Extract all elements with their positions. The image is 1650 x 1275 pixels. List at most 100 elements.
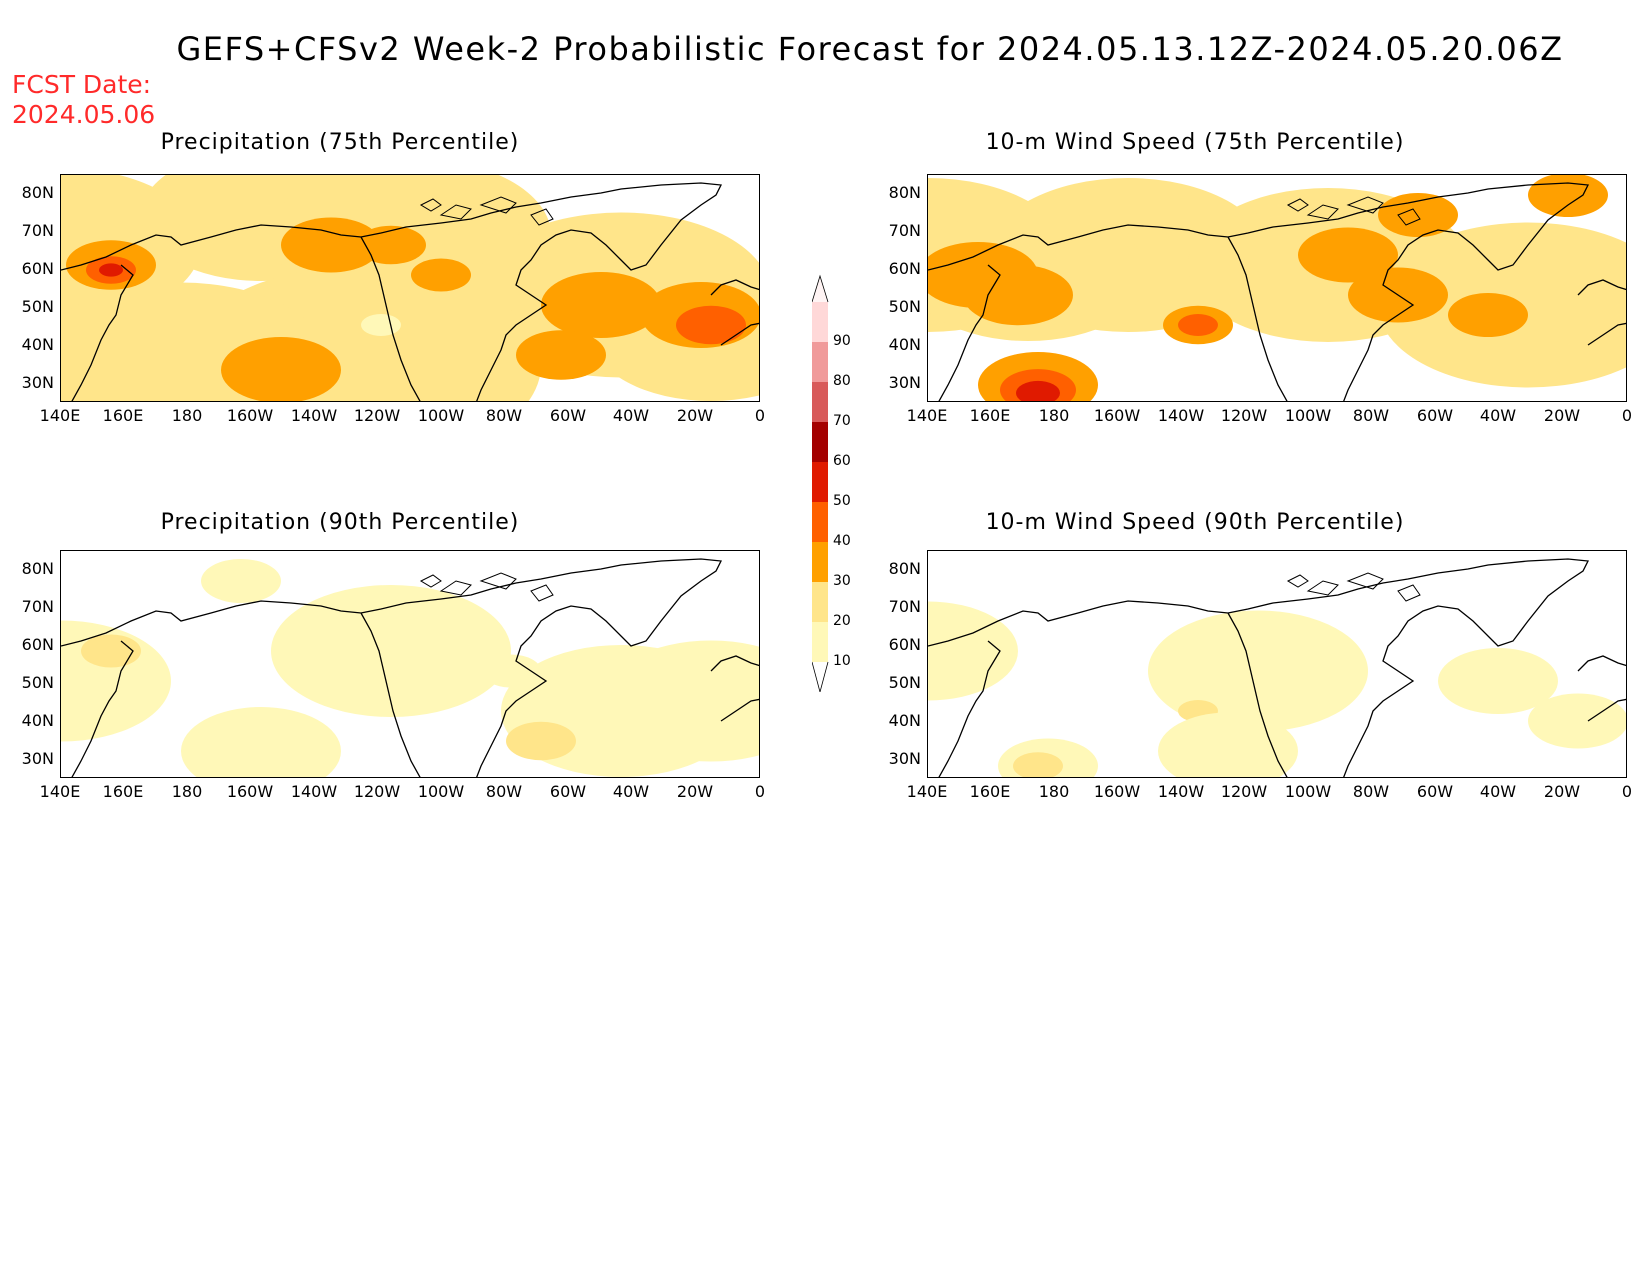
island-outline xyxy=(1397,208,1421,226)
lat-tick-label: 30N xyxy=(888,749,921,768)
probability-shading xyxy=(201,559,281,603)
lon-tick-label: 0 xyxy=(1621,782,1633,801)
probability-shading xyxy=(1438,648,1558,714)
lat-tick-label: 40N xyxy=(21,711,54,730)
lon-tick-label: 60W xyxy=(1416,406,1454,425)
probability-shading xyxy=(281,217,381,273)
lon-tick-label: 120W xyxy=(353,782,401,801)
colorbar-level-label: 90 xyxy=(833,333,851,349)
island-outline xyxy=(419,198,442,212)
map-wind-90 xyxy=(927,550,1627,778)
lon-tick-label: 180 xyxy=(1038,782,1070,801)
probability-shading xyxy=(1528,175,1608,217)
lat-tick-label: 70N xyxy=(21,597,54,616)
probability-shading xyxy=(676,305,746,345)
colorbar-level-label: 30 xyxy=(833,573,851,589)
map-field xyxy=(928,175,1626,401)
island-outline xyxy=(530,584,554,602)
lat-tick-label: 50N xyxy=(888,297,921,316)
lon-tick-label: 80W xyxy=(1352,406,1390,425)
lon-tick-label: 40W xyxy=(1479,406,1517,425)
probability-shading xyxy=(1448,293,1528,337)
probability-shading xyxy=(516,330,606,380)
lon-tick-label: 40W xyxy=(612,782,650,801)
lon-tick-label: 140E xyxy=(39,782,81,801)
colorbar-segment xyxy=(812,622,828,662)
lon-tick-label: 160E xyxy=(969,406,1011,425)
lon-tick-label: 0 xyxy=(754,782,766,801)
lon-tick-label: 160W xyxy=(226,782,274,801)
lat-tick-label: 80N xyxy=(21,183,54,202)
lon-tick-label: 160E xyxy=(969,782,1011,801)
colorbar-segment xyxy=(812,422,828,462)
island-outline xyxy=(419,574,442,588)
probability-shading xyxy=(1298,227,1398,283)
probability-shading xyxy=(1178,314,1218,336)
lon-tick-label: 160W xyxy=(226,406,274,425)
lat-tick-label: 80N xyxy=(888,559,921,578)
lon-tick-label: 80W xyxy=(1352,782,1390,801)
colorbar-segment xyxy=(812,302,828,342)
colorbar-segment xyxy=(812,382,828,422)
lon-tick-label: 160W xyxy=(1093,782,1141,801)
lon-tick-label: 20W xyxy=(676,782,714,801)
lon-tick-label: 100W xyxy=(417,406,465,425)
forecast-date-value: 2024.05.06 xyxy=(12,100,156,129)
map-field xyxy=(61,558,759,777)
island-outline xyxy=(1306,580,1339,596)
map-field xyxy=(61,175,759,401)
colorbar xyxy=(812,274,829,692)
lon-tick-label: 60W xyxy=(549,406,587,425)
island-outline xyxy=(439,580,472,596)
lat-tick-label: 70N xyxy=(888,221,921,240)
lat-tick-label: 60N xyxy=(888,259,921,278)
probability-shading xyxy=(1013,752,1063,777)
lon-tick-label: 120W xyxy=(1220,406,1268,425)
colorbar-segment xyxy=(812,582,828,622)
colorbar-segment xyxy=(812,542,828,582)
lat-tick-label: 50N xyxy=(21,297,54,316)
lon-tick-label: 160E xyxy=(102,406,144,425)
lat-tick-label: 50N xyxy=(21,673,54,692)
lat-tick-label: 70N xyxy=(888,597,921,616)
lon-tick-label: 80W xyxy=(485,406,523,425)
map-wind-75 xyxy=(927,174,1627,402)
island-outline xyxy=(530,208,554,226)
lat-tick-label: 30N xyxy=(888,373,921,392)
probability-shading xyxy=(1016,380,1060,401)
panel-title-wind-90: 10-m Wind Speed (90th Percentile) xyxy=(985,510,1405,535)
lon-tick-label: 160E xyxy=(102,782,144,801)
coastline xyxy=(61,558,759,777)
colorbar-segment xyxy=(812,342,828,382)
lon-tick-label: 40W xyxy=(1479,782,1517,801)
lat-tick-label: 60N xyxy=(21,635,54,654)
lat-tick-label: 60N xyxy=(21,259,54,278)
lat-tick-label: 50N xyxy=(888,673,921,692)
colorbar-segment xyxy=(812,502,828,542)
colorbar-level-label: 60 xyxy=(833,453,851,469)
colorbar-level-label: 40 xyxy=(833,533,851,549)
coastline xyxy=(928,182,1626,401)
lon-tick-label: 60W xyxy=(549,782,587,801)
lat-tick-label: 40N xyxy=(21,335,54,354)
panel-title-precip-90: Precipitation (90th Percentile) xyxy=(160,510,520,535)
island-outline xyxy=(439,204,472,220)
lon-tick-label: 140E xyxy=(906,782,948,801)
probability-shading xyxy=(541,272,661,338)
probability-shading xyxy=(99,263,123,277)
island-outline xyxy=(1286,198,1309,212)
forecast-date-block: FCST Date: 2024.05.06 xyxy=(12,70,155,130)
lon-tick-label: 140W xyxy=(290,406,338,425)
lon-tick-label: 100W xyxy=(1284,406,1332,425)
colorbar-level-label: 70 xyxy=(833,413,851,429)
colorbar-bottom-arrow xyxy=(812,661,829,692)
probability-shading xyxy=(1528,693,1626,749)
colorbar-level-label: 10 xyxy=(833,653,851,669)
lon-tick-label: 20W xyxy=(1543,406,1581,425)
lon-tick-label: 140E xyxy=(906,406,948,425)
probability-shading xyxy=(81,634,141,668)
lat-tick-label: 30N xyxy=(21,373,54,392)
probability-shading xyxy=(601,640,759,762)
island-outline xyxy=(1397,584,1421,602)
forecast-date-label: FCST Date: xyxy=(12,70,152,99)
